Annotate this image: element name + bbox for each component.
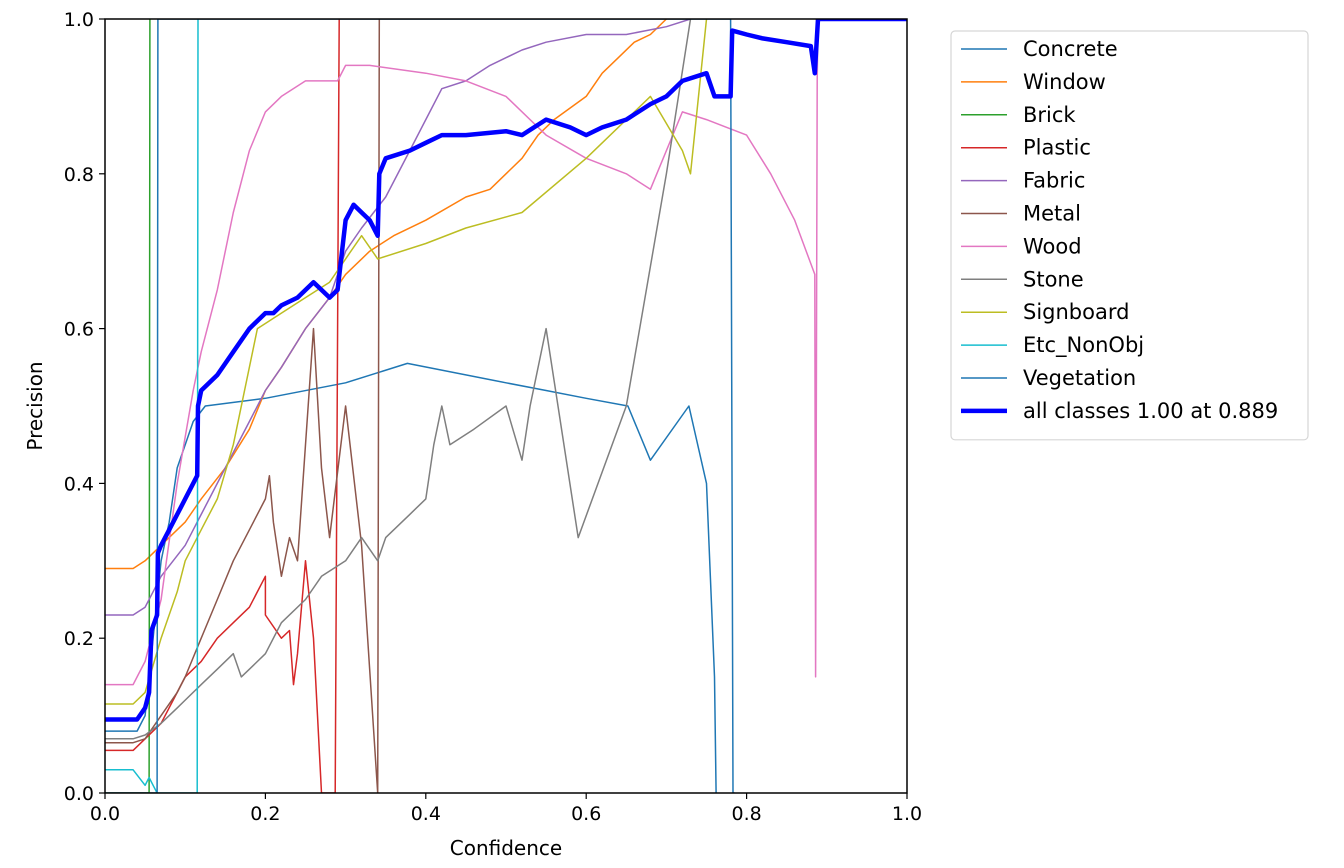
plot-frame [104, 18, 908, 794]
series-line-wood [105, 19, 819, 686]
series-line-plastic [105, 19, 340, 793]
series-line-etc-nonobj [105, 19, 199, 793]
y-tick-label: 0.2 [64, 628, 94, 650]
legend-label: Fabric [1023, 169, 1085, 193]
series-line-stone [105, 19, 692, 740]
legend-box [950, 30, 1309, 441]
y-axis-label: Precision [23, 361, 47, 450]
legend-label: Wood [1023, 234, 1082, 258]
series-line-fabric [105, 19, 691, 616]
series-line-signboard [105, 19, 708, 705]
y-tick-label: 0.6 [64, 319, 94, 341]
x-tick-label: 0.6 [571, 803, 601, 825]
series-line-window [105, 19, 667, 570]
legend-label: Stone [1023, 267, 1084, 291]
x-axis-label: Confidence [450, 836, 562, 860]
series-line-brick [105, 19, 151, 793]
series-line-all-classes-1-00-at-0-889 [105, 19, 907, 722]
y-tick-label: 1.0 [64, 9, 94, 31]
legend-label: Etc_NonObj [1023, 333, 1144, 358]
y-tick-label: 0.0 [64, 783, 94, 805]
x-tick-label: 0.0 [90, 803, 120, 825]
plot-lines [105, 19, 907, 793]
legend-label: Plastic [1023, 136, 1091, 160]
x-tick-label: 0.2 [250, 803, 280, 825]
legend-label: Concrete [1023, 37, 1118, 61]
series-line-metal [105, 19, 381, 793]
y-tick-label: 0.8 [64, 164, 94, 186]
x-tick-label: 1.0 [892, 803, 922, 825]
legend-label: Metal [1023, 202, 1081, 226]
legend: Concrete Window Brick Plastic Fabric Metal Woo… [950, 30, 1309, 441]
legend-label: Signboard [1023, 300, 1129, 324]
x-tick-label: 0.8 [731, 803, 761, 825]
legend-label: Window [1023, 70, 1106, 94]
legend-label: Vegetation [1023, 366, 1136, 390]
legend-label: all classes 1.00 at 0.889 [1023, 399, 1278, 423]
x-tick-label: 0.4 [411, 803, 441, 825]
axis-ticks: 0.0 0.2 0.4 0.6 0.8 1.0 0.0 0.2 0.4 0.6 0.8 1.0 [64, 9, 922, 825]
legend-label: Brick [1023, 103, 1076, 127]
y-tick-label: 0.4 [64, 473, 94, 495]
